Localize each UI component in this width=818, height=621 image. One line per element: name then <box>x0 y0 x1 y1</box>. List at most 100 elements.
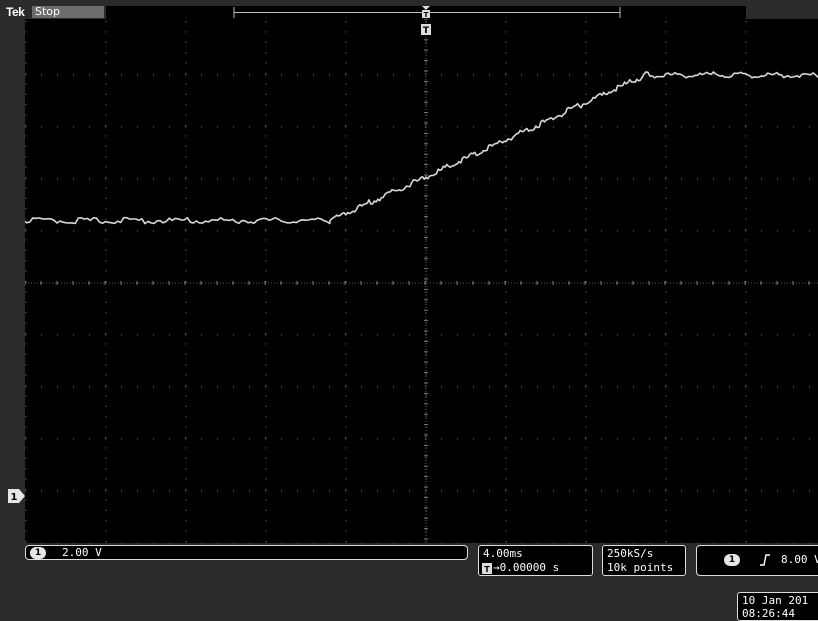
horizontal-readout[interactable]: 4.00ms T →0.00000 s <box>478 545 593 576</box>
grid-dot <box>105 447 107 449</box>
channel-1-ground-marker[interactable]: 1 <box>8 489 26 503</box>
grid-dot <box>665 542 666 544</box>
grid-dot <box>377 438 378 440</box>
trigger-readout[interactable]: 1 8.00 V <box>696 545 818 576</box>
grid-dot <box>681 386 682 388</box>
grid-dot <box>601 438 602 440</box>
grid-dot <box>665 239 667 241</box>
grid-dot <box>105 41 107 43</box>
grid-dot <box>185 395 187 397</box>
grid-dot <box>153 542 154 544</box>
grid-dot <box>233 334 234 336</box>
grid-dot <box>345 530 347 532</box>
grid-dot <box>345 416 347 418</box>
grid-dot <box>633 490 634 492</box>
grid-dot <box>265 405 267 407</box>
grid-dot <box>665 178 666 180</box>
grid-dot <box>169 126 170 128</box>
grid-dot <box>297 74 298 76</box>
grid-dot <box>585 62 587 64</box>
grid-dot <box>185 260 187 262</box>
grid-dot <box>585 166 587 168</box>
grid-dot <box>345 541 347 542</box>
grid-dot <box>265 291 267 293</box>
grid-dot <box>281 334 282 336</box>
run-state-indicator[interactable]: Stop <box>32 6 104 18</box>
grid-dot <box>281 74 282 76</box>
grid-dot <box>729 386 730 388</box>
grid-dot <box>105 438 106 440</box>
grid-dot <box>505 438 506 440</box>
grid-dot <box>745 177 747 178</box>
grid-dot <box>745 135 747 137</box>
grid-dot <box>25 490 26 492</box>
grid-dot <box>89 542 90 544</box>
grid-dot <box>41 542 42 544</box>
grid-dot <box>345 41 347 43</box>
grid-dot <box>265 187 267 189</box>
channel-1-readout[interactable]: 1 2.00 V <box>25 545 468 560</box>
grid-dot <box>761 178 762 180</box>
grid-dot <box>745 343 747 345</box>
grid-dot <box>777 386 778 388</box>
waveform-display[interactable]: T <box>0 18 818 544</box>
grid-dot <box>345 218 347 220</box>
grid-dot <box>649 126 650 128</box>
grid-dot <box>153 74 154 76</box>
grid-dot <box>345 62 347 64</box>
grid-dot <box>585 270 587 272</box>
grid-dot <box>105 312 107 314</box>
grid-dot <box>265 437 267 438</box>
grid-dot <box>505 83 507 85</box>
grid-dot <box>121 230 122 232</box>
grid-dot <box>345 73 347 74</box>
grid-dot <box>345 145 347 147</box>
grid-dot <box>425 438 426 440</box>
grid-dot <box>185 104 187 106</box>
grid-dot <box>505 530 507 532</box>
grid-dot <box>345 489 347 490</box>
trigger-position-value: →0.00000 s <box>493 561 560 574</box>
grid-dot <box>105 62 107 64</box>
grid-dot <box>41 490 42 492</box>
grid-dot <box>201 386 202 388</box>
grid-dot <box>425 62 427 64</box>
grid-dot <box>185 166 187 168</box>
grid-dot <box>505 239 507 241</box>
acquisition-readout[interactable]: 250kS/s 10k points <box>602 545 686 576</box>
grid-dot <box>777 178 778 180</box>
grid-dot <box>601 230 602 232</box>
grid-dot <box>105 197 107 199</box>
grid-dot <box>345 74 346 76</box>
grid-dot <box>745 478 747 480</box>
grid-dot <box>25 93 27 95</box>
grid-dot <box>361 178 362 180</box>
grid-dot <box>25 301 27 303</box>
grid-dot <box>761 74 762 76</box>
grid-dot <box>585 260 587 262</box>
grid-dot <box>553 126 554 128</box>
grid-dot <box>25 416 27 418</box>
grid-dot <box>425 395 427 397</box>
grid-dot <box>105 230 106 232</box>
grid-dot <box>281 178 282 180</box>
grid-dot <box>489 490 490 492</box>
grid-dot <box>25 156 27 158</box>
grid-dot <box>185 301 187 303</box>
grid-dot <box>745 541 747 542</box>
grid-dot <box>185 135 187 137</box>
grid-dot <box>505 542 506 544</box>
grid-dot <box>665 312 667 314</box>
grid-dot <box>233 490 234 492</box>
grid-dot <box>745 301 747 303</box>
grid-dot <box>633 126 634 128</box>
grid-dot <box>265 301 267 303</box>
grid-dot <box>505 405 507 407</box>
grid-dot <box>105 374 107 376</box>
grid-dot <box>665 21 667 22</box>
grid-dot <box>345 31 347 33</box>
grid-dot <box>425 542 426 544</box>
grid-dot <box>25 52 27 54</box>
grid-dot <box>665 489 667 490</box>
grid-dot <box>25 125 27 126</box>
